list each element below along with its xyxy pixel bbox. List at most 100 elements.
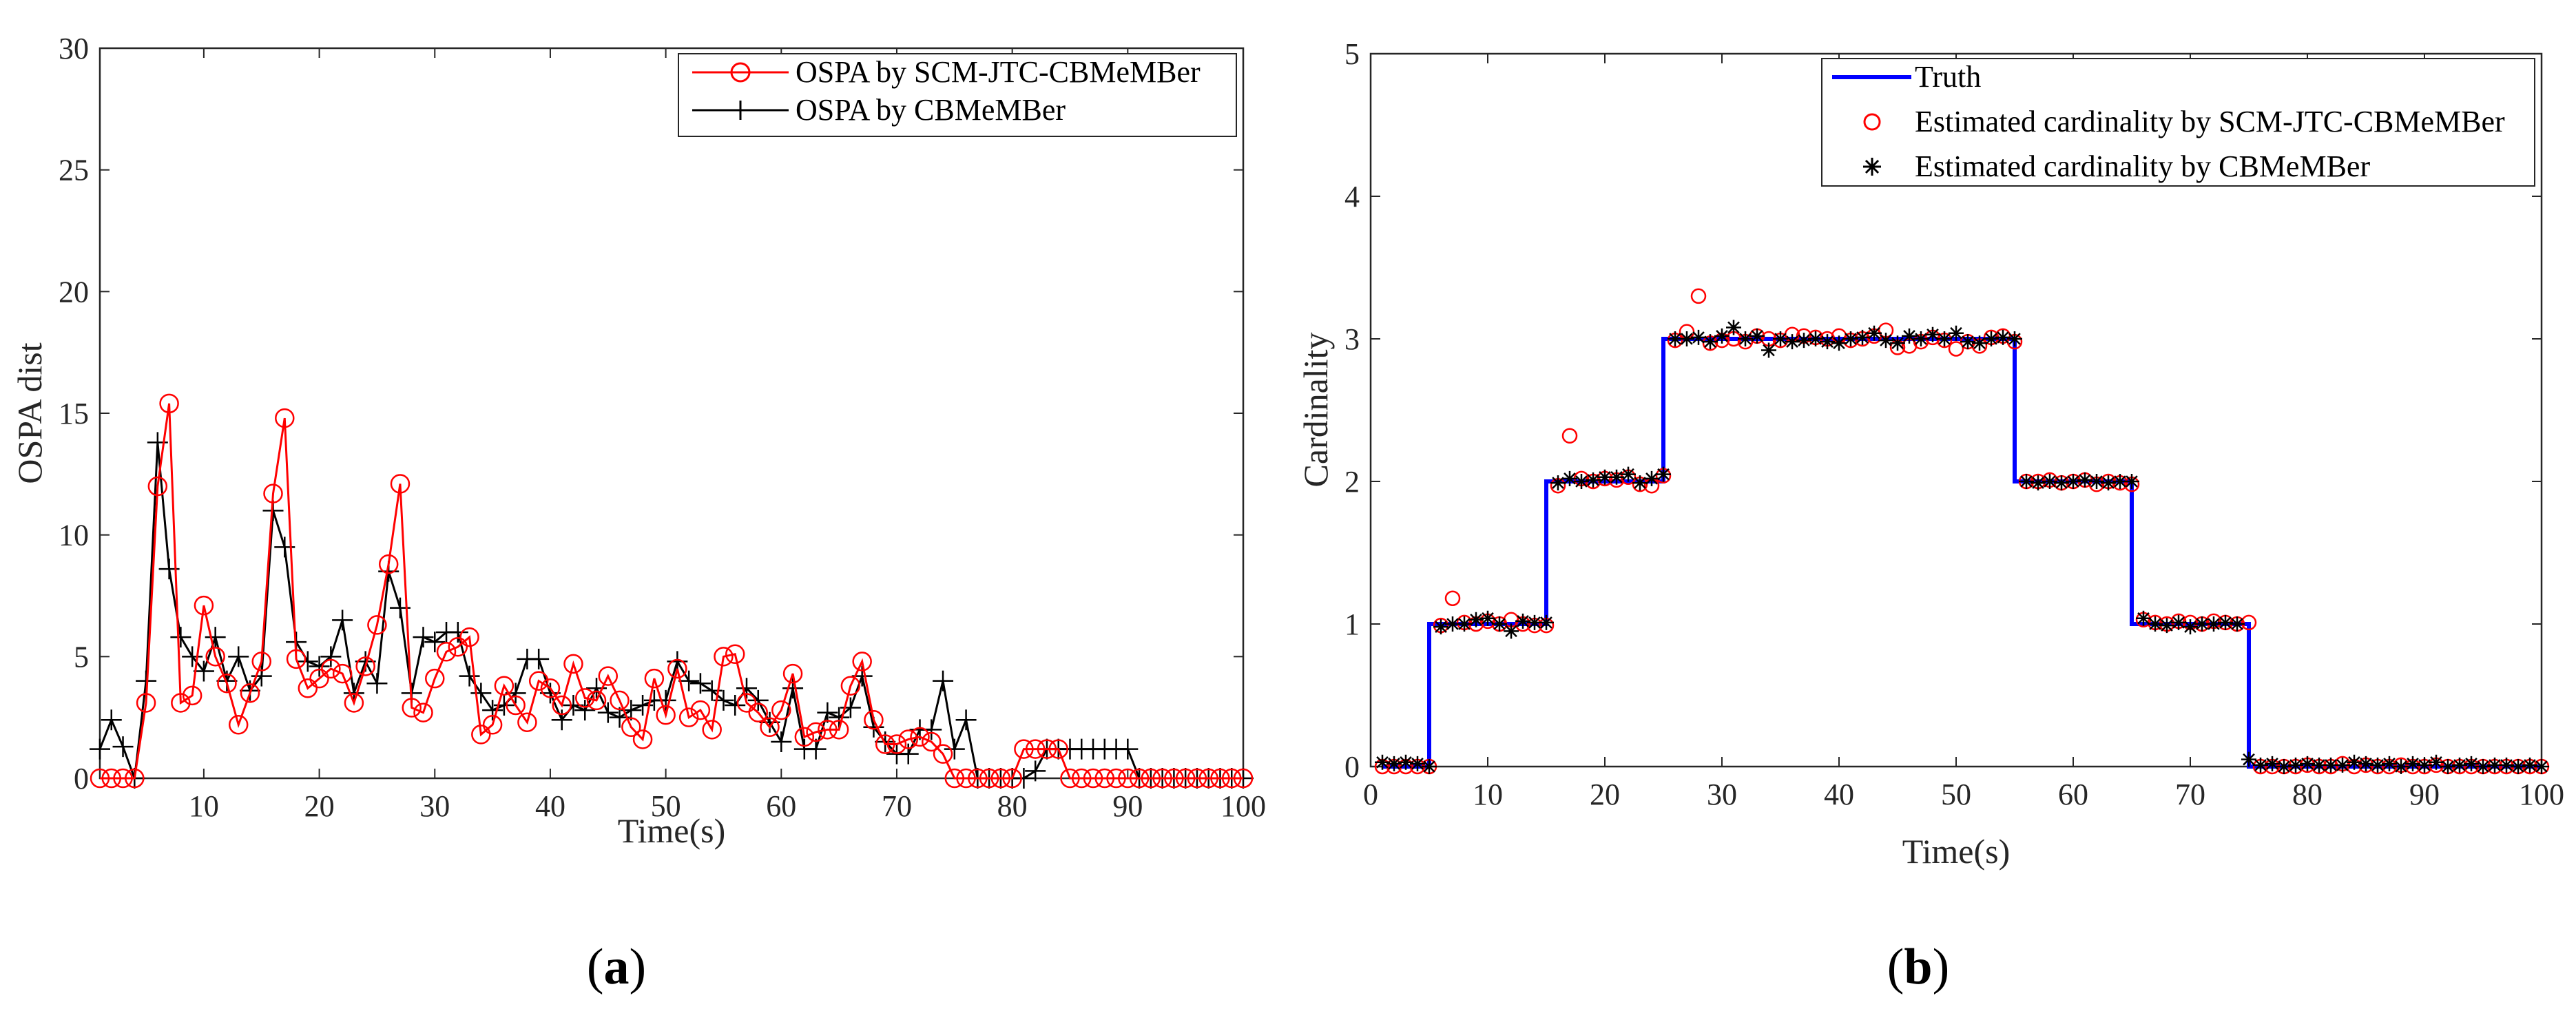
panel-a-y-tick-label: 15 bbox=[59, 397, 89, 430]
panel-a-series-1-point bbox=[771, 700, 791, 720]
panel-a-series-2-point bbox=[655, 689, 676, 711]
panel-a-series-1-point bbox=[586, 690, 607, 711]
panel-a-series-2-point bbox=[493, 695, 515, 716]
panel-a-series-1-point bbox=[402, 698, 422, 718]
panel-a-series-1-point bbox=[898, 729, 918, 749]
panel-a-series-1-point bbox=[1094, 768, 1115, 789]
panel-b-series-3-point bbox=[2440, 759, 2455, 774]
panel-b-y-tick-label: 5 bbox=[1344, 37, 1360, 71]
panel-b-series-3-point bbox=[2499, 757, 2514, 773]
panel-a-series-1-point bbox=[113, 768, 133, 789]
panel-b-series-3-point bbox=[1597, 469, 1612, 485]
panel-b-series-3-point bbox=[2066, 474, 2081, 489]
panel-b-series-3-point bbox=[2382, 756, 2397, 771]
panel-a-series-1-point bbox=[990, 768, 1011, 789]
panel-a-series-2-point bbox=[205, 627, 226, 648]
panel-a-series bbox=[90, 393, 1254, 789]
panel-a-series-2-point bbox=[297, 651, 318, 672]
panel-a-x-tick-label: 30 bbox=[419, 789, 450, 823]
panel-a-series-1-point bbox=[344, 693, 364, 713]
panel-a-series-1-point bbox=[378, 554, 399, 574]
panel-a-series-1-point bbox=[1014, 739, 1034, 759]
panel-b-series bbox=[1374, 288, 2550, 775]
panel-b-y-tick-label: 0 bbox=[1344, 750, 1360, 784]
panel-a-series-2-point bbox=[782, 678, 804, 699]
panel-a-series-1-point bbox=[968, 768, 988, 789]
panel-b-series-3-point bbox=[2183, 619, 2198, 635]
panel-b-series-3-point bbox=[1375, 754, 1390, 770]
panel-b-series-3-point bbox=[1726, 320, 1741, 335]
panel-a-y-tick-label: 20 bbox=[59, 275, 89, 309]
panel-a-series-2-point bbox=[747, 689, 769, 711]
panel-b-series-3-point bbox=[2124, 474, 2139, 489]
panel-a-series-1-point bbox=[852, 652, 872, 672]
panel-b-series-3-point bbox=[1913, 331, 1929, 346]
panel-a-y-tick-label: 10 bbox=[59, 519, 89, 552]
panel-a-series-1-point bbox=[1118, 768, 1138, 789]
panel-a-letter: a bbox=[604, 939, 630, 995]
panel-b-series-3-point bbox=[1749, 328, 1765, 344]
panel-b-series-3-point bbox=[1855, 329, 1870, 345]
panel-a-series-1-point bbox=[390, 474, 411, 494]
legend-b-series-2-label: Estimated cardinality by SCM-JTC-CBMeMBe… bbox=[1915, 105, 2505, 138]
panel-a-series-2-point bbox=[667, 651, 688, 672]
panel-b-legend: Truth Estimated cardinality by SCM-JTC-C… bbox=[1821, 58, 2535, 187]
panel-a-series-1-point bbox=[275, 408, 295, 428]
panel-b-x-tick-label: 10 bbox=[1473, 778, 1503, 811]
panel-b-x-tick-label: 30 bbox=[1707, 778, 1737, 811]
panel-b-series-3-point bbox=[2534, 759, 2549, 774]
panel-a-series-1-point bbox=[1164, 768, 1184, 789]
panel-b-xlabel: Time(s) bbox=[1902, 832, 2011, 871]
panel-a-series-1-point bbox=[321, 658, 341, 679]
panel-b-series-3-point bbox=[1843, 331, 1858, 346]
panel-a-series-1-line bbox=[100, 403, 1243, 780]
panel-a-x-tick-label: 10 bbox=[189, 789, 219, 823]
panel-a-series-1-point bbox=[563, 654, 583, 674]
panel-a-series-1-point bbox=[286, 649, 307, 669]
panel-b-series-3-point bbox=[1621, 466, 1636, 482]
panel-a-x-tick-label: 90 bbox=[1112, 789, 1143, 823]
panel-b-series-2-point bbox=[1948, 341, 1964, 357]
panel-b-series-3-point bbox=[1504, 623, 1519, 639]
panel-a-series-1-point bbox=[875, 734, 895, 754]
panel-a-series-2-point bbox=[170, 627, 191, 648]
panel-a-series-1-point bbox=[471, 725, 491, 745]
panel-b-series-3-point bbox=[1878, 333, 1893, 349]
panel-a-ticks: 10 20 30 40 50 60 70 80 90 100 0 5 10 15 20 25 30 bbox=[59, 32, 1266, 823]
panel-a-series-1-point bbox=[864, 709, 884, 730]
panel-b-y-tick-label: 3 bbox=[1344, 322, 1360, 356]
panel-b-series-3-point bbox=[2475, 759, 2491, 774]
panel-b-series-3-point bbox=[2007, 331, 2022, 346]
panel-b-x-tick-label: 80 bbox=[2292, 778, 2323, 811]
panel-a-series-2-point bbox=[689, 673, 711, 694]
panel-a-series-1-point bbox=[298, 678, 318, 698]
panel-a-series-1-point bbox=[736, 693, 757, 713]
panel-a-plot-area bbox=[98, 47, 1245, 780]
panel-a-series-2-point bbox=[955, 709, 977, 731]
panel-b-series-3-point bbox=[1679, 331, 1694, 346]
legend-a-series-2-marker bbox=[731, 101, 750, 120]
panel-b-series-3-point bbox=[1890, 335, 1905, 351]
panel-b-series-3-point bbox=[2405, 756, 2420, 771]
panel-a-series-1-point bbox=[517, 712, 537, 732]
panel-a-series-1-point bbox=[1152, 768, 1172, 789]
panel-b-series-3-point bbox=[2054, 475, 2069, 491]
panel-b-series-3-point bbox=[2464, 756, 2479, 771]
panel-a-series-1-point bbox=[979, 768, 999, 789]
panel-b-series-3-point bbox=[2511, 759, 2526, 774]
panel-a-series-1-point bbox=[506, 695, 526, 716]
panel-a-series-2-point bbox=[829, 707, 850, 728]
panel-a-series-1-point bbox=[667, 658, 687, 679]
panel-b-series-3-point bbox=[2276, 759, 2292, 774]
panel-b-y-tick-label: 4 bbox=[1344, 180, 1360, 214]
panel-b-series-3-point bbox=[2101, 475, 2116, 491]
panel-b-series-3-point bbox=[1550, 475, 1566, 491]
panel-a-series-1-point bbox=[540, 678, 561, 698]
panel-a-series-2-point bbox=[805, 738, 827, 760]
panel-a-series-1-point bbox=[910, 727, 930, 747]
panel-a-y-tick-label: 25 bbox=[59, 154, 89, 187]
panel-b-series-3-point bbox=[1738, 331, 1753, 346]
panel-a-series-1-point bbox=[1106, 768, 1126, 789]
panel-b-series-3-point bbox=[2042, 474, 2057, 489]
